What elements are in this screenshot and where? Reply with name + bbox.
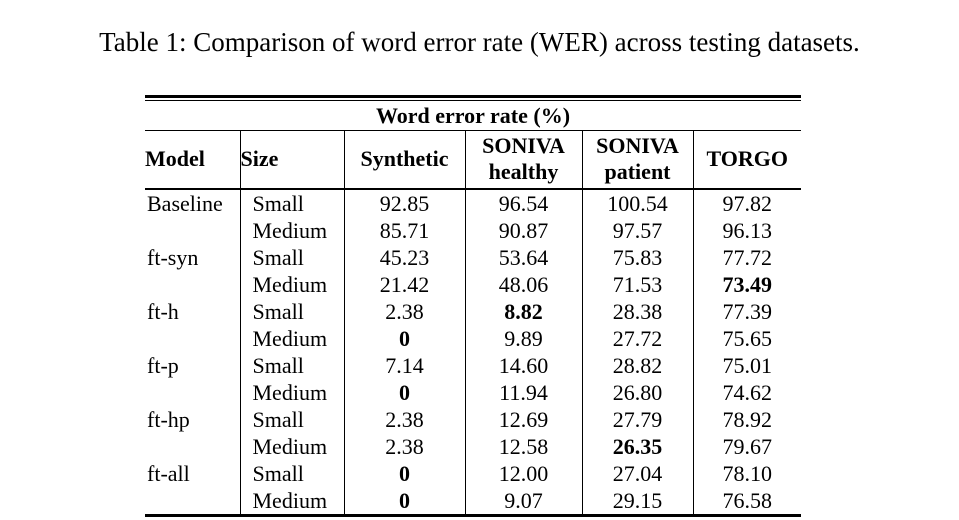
table-row: Medium 21.42 48.06 71.53 73.49 (145, 271, 801, 298)
wer-value-cell: 45.23 (344, 244, 466, 271)
size-cell: Medium (240, 487, 345, 516)
wer-value-cell: 75.65 (722, 326, 773, 351)
column-header-torgo: TORGO (693, 130, 801, 190)
table-row: Medium 0 9.07 29.15 76.58 (145, 487, 801, 516)
wer-value-cell: 75.01 (722, 353, 773, 378)
model-cell: ft-p (145, 352, 241, 379)
wer-value-cell: 27.79 (582, 406, 694, 433)
wer-value-cell: 9.89 (465, 325, 583, 352)
table-row: Medium 85.71 90.87 97.57 96.13 (145, 217, 801, 244)
table-row: Baseline Small 92.85 96.54 100.54 97.82 (145, 189, 801, 217)
wer-table-container: Word error rate (%) Model Size Synthetic SO… (145, 95, 801, 517)
wer-value-cell: 26.80 (582, 379, 694, 406)
wer-value-cell: 71.53 (582, 271, 694, 298)
model-cell: ft-h (145, 298, 241, 325)
size-cell: Small (240, 244, 345, 271)
size-cell: Medium (240, 325, 345, 352)
wer-value-cell: 27.72 (582, 325, 694, 352)
model-cell (145, 325, 241, 352)
paper-page: Table 1: Comparison of word error rate (… (0, 26, 959, 520)
wer-value-cell: 97.82 (722, 191, 773, 216)
size-cell: Medium (240, 379, 345, 406)
wer-value-cell: 92.85 (344, 189, 466, 217)
wer-value-cell: 29.15 (582, 487, 694, 516)
wer-table: Word error rate (%) Model Size Synthetic SO… (145, 101, 801, 517)
wer-value-cell: 96.54 (465, 189, 583, 217)
column-header-row: Model Size Synthetic SONIVA healthy SONIVA pat… (145, 130, 801, 190)
table-row: Medium 0 9.89 27.72 75.65 (145, 325, 801, 352)
size-cell: Medium (240, 433, 345, 460)
model-cell: Baseline (145, 189, 241, 217)
wer-value-cell: 77.39 (722, 299, 773, 324)
wer-value-cell: 90.87 (465, 217, 583, 244)
model-cell (145, 379, 241, 406)
size-cell: Small (240, 460, 345, 487)
wer-value-cell: 7.14 (344, 352, 466, 379)
table-row: ft-h Small 2.38 8.82 28.38 77.39 (145, 298, 801, 325)
span-header-row: Word error rate (%) (145, 101, 801, 131)
wer-value-cell: 48.06 (465, 271, 583, 298)
span-header-word-error-rate: Word error rate (%) (145, 101, 801, 131)
wer-value-cell: 76.58 (722, 488, 773, 513)
model-cell (145, 271, 241, 298)
wer-value-cell: 2.38 (344, 433, 466, 460)
size-cell: Medium (240, 217, 345, 244)
size-cell: Small (240, 406, 345, 433)
wer-value-cell: 11.94 (465, 379, 583, 406)
wer-value-cell: 78.10 (722, 461, 773, 486)
table-row: ft-syn Small 45.23 53.64 75.83 77.72 (145, 244, 801, 271)
wer-value-cell: 2.38 (344, 406, 466, 433)
wer-value-cell: 12.69 (465, 406, 583, 433)
table-top-rule (145, 95, 801, 101)
wer-value-cell: 12.58 (465, 433, 583, 460)
wer-value-cell: 75.83 (582, 244, 694, 271)
column-header-synthetic: Synthetic (344, 130, 466, 190)
wer-value-cell: 73.49 (722, 272, 773, 297)
wer-value-cell: 79.67 (722, 434, 773, 459)
table-row: ft-p Small 7.14 14.60 28.82 75.01 (145, 352, 801, 379)
table-caption: Table 1: Comparison of word error rate (… (99, 27, 860, 57)
wer-value-cell: 0 (344, 460, 466, 487)
wer-value-cell: 78.92 (722, 407, 773, 432)
wer-value-cell: 27.04 (582, 460, 694, 487)
wer-value-cell: 74.62 (722, 380, 773, 405)
table-row: Medium 0 11.94 26.80 74.62 (145, 379, 801, 406)
model-cell (145, 487, 241, 516)
wer-value-cell: 21.42 (344, 271, 466, 298)
column-header-size: Size (240, 130, 345, 190)
wer-value-cell: 2.38 (344, 298, 466, 325)
model-cell: ft-all (145, 460, 241, 487)
wer-value-cell: 97.57 (582, 217, 694, 244)
size-cell: Small (240, 352, 345, 379)
wer-value-cell: 26.35 (582, 433, 694, 460)
wer-value-cell: 77.72 (722, 245, 773, 270)
column-header-soniva-healthy: SONIVA healthy (465, 130, 583, 190)
table-body: Baseline Small 92.85 96.54 100.54 97.82 Medium… (145, 189, 801, 516)
wer-value-cell: 85.71 (344, 217, 466, 244)
wer-value-cell: 9.07 (465, 487, 583, 516)
wer-value-cell: 96.13 (722, 218, 773, 243)
table-row: ft-hp Small 2.38 12.69 27.79 78.92 (145, 406, 801, 433)
table-row: ft-all Small 0 12.00 27.04 78.10 (145, 460, 801, 487)
wer-value-cell: 0 (344, 487, 466, 516)
wer-value-cell: 28.82 (582, 352, 694, 379)
column-header-model: Model (145, 130, 241, 190)
wer-value-cell: 8.82 (465, 298, 583, 325)
wer-value-cell: 12.00 (465, 460, 583, 487)
wer-value-cell: 0 (344, 379, 466, 406)
wer-value-cell: 53.64 (465, 244, 583, 271)
wer-value-cell: 14.60 (465, 352, 583, 379)
model-cell: ft-hp (145, 406, 241, 433)
wer-value-cell: 0 (344, 325, 466, 352)
size-cell: Small (240, 298, 345, 325)
size-cell: Small (240, 189, 345, 217)
model-cell: ft-syn (145, 244, 241, 271)
size-cell: Medium (240, 271, 345, 298)
wer-value-cell: 28.38 (582, 298, 694, 325)
model-cell (145, 217, 241, 244)
column-header-soniva-patient: SONIVA patient (582, 130, 694, 190)
table-row: Medium 2.38 12.58 26.35 79.67 (145, 433, 801, 460)
wer-value-cell: 100.54 (582, 189, 694, 217)
model-cell (145, 433, 241, 460)
